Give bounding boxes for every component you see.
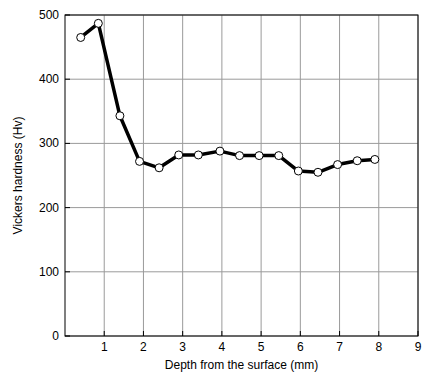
data-point [194, 151, 202, 159]
data-point [255, 152, 263, 160]
y-tick-label: 0 [52, 329, 59, 343]
data-point [77, 33, 85, 41]
data-point [236, 152, 244, 160]
data-point [216, 147, 224, 155]
x-grid-line [339, 15, 340, 336]
x-tick [339, 331, 340, 336]
x-grid-line [104, 15, 105, 336]
y-tick-label: 100 [39, 265, 59, 279]
x-tick-label: 4 [219, 340, 226, 354]
data-point [116, 112, 124, 120]
x-grid-line [143, 15, 144, 336]
data-point [94, 19, 102, 27]
x-grid-line [261, 15, 262, 336]
x-tick [104, 331, 105, 336]
x-grid-line [378, 15, 379, 336]
x-axis-title: Depth from the surface (mm) [165, 358, 318, 372]
y-axis-title: Vickers hardness (Hv) [11, 117, 25, 235]
x-tick-label: 7 [336, 340, 343, 354]
x-tick [300, 331, 301, 336]
y-grid-line [65, 207, 418, 208]
data-point [353, 157, 361, 165]
x-grid-line [221, 15, 222, 336]
y-tick [65, 271, 70, 272]
x-grid-line [300, 15, 301, 336]
data-point [175, 151, 183, 159]
x-tick [418, 331, 419, 336]
data-point [294, 167, 302, 175]
data-line [81, 23, 375, 172]
x-tick-label: 9 [415, 340, 422, 354]
x-tick [261, 331, 262, 336]
chart-container: 1 2 3 4 5 6 7 8 9 0 100 200 300 400 500 Depth from the … [0, 0, 436, 380]
x-tick [378, 331, 379, 336]
data-point [275, 152, 283, 160]
x-tick-label: 2 [140, 340, 147, 354]
y-tick [65, 15, 70, 16]
y-tick-label: 300 [39, 136, 59, 150]
y-tick [65, 143, 70, 144]
x-tick-label: 3 [179, 340, 186, 354]
x-tick-label: 6 [297, 340, 304, 354]
y-tick-label: 500 [39, 8, 59, 22]
y-grid-line [65, 143, 418, 144]
x-tick-label: 1 [101, 340, 108, 354]
x-grid-line [182, 15, 183, 336]
data-point [314, 168, 322, 176]
y-grid-line [65, 79, 418, 80]
y-tick-label: 200 [39, 201, 59, 215]
y-grid-line [65, 271, 418, 272]
x-tick-label: 8 [375, 340, 382, 354]
plot-data [77, 19, 379, 176]
data-point [334, 161, 342, 169]
y-tick [65, 336, 70, 337]
x-tick [143, 331, 144, 336]
y-tick-label: 400 [39, 72, 59, 86]
y-tick [65, 207, 70, 208]
data-point [371, 155, 379, 163]
x-tick [221, 331, 222, 336]
data-point [155, 164, 163, 172]
x-tick [182, 331, 183, 336]
x-tick-label: 5 [258, 340, 265, 354]
chart-svg: 1 2 3 4 5 6 7 8 9 0 100 200 300 400 500 Depth from the … [0, 0, 436, 380]
y-tick [65, 79, 70, 80]
plot-frame [65, 15, 418, 336]
data-point [136, 157, 144, 165]
